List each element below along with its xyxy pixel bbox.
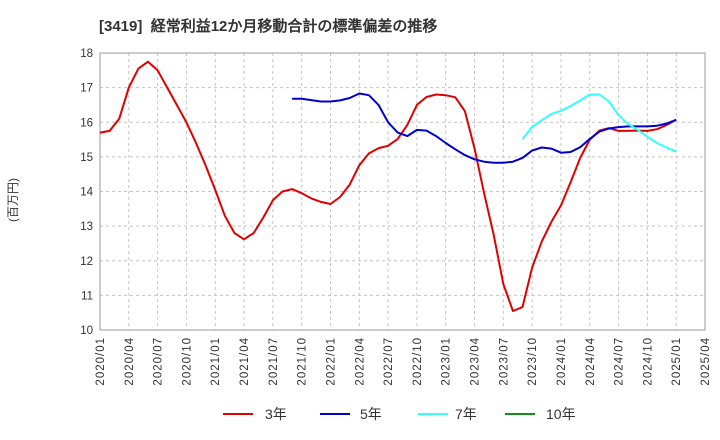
legend-label-7-year: 7年 [455,406,477,422]
series-line-7-year [521,93,677,153]
x-tick-label: 2023/04 [470,337,482,386]
x-tick-label: 2023/10 [527,337,539,386]
x-tick-label: 2020/04 [124,337,136,386]
plot-frame [99,52,706,331]
y-tick-label: 14 [80,187,93,199]
x-tick-label: 2021/07 [268,337,280,386]
x-tick-label: 2021/04 [239,337,251,386]
x-tick-label: 2021/10 [297,337,309,386]
x-tick-label: 2024/10 [642,337,654,386]
x-tick-label: 2021/01 [210,337,222,386]
x-tick-label: 2022/04 [354,337,366,386]
x-tick-label: 2020/07 [153,337,165,386]
x-tick-label: 2023/01 [441,337,453,386]
x-tick-label: 2024/01 [556,337,568,386]
series-line-5-year [292,92,677,164]
series-lines [99,60,677,312]
series-line-3-year [99,60,677,312]
y-tick-label: 13 [80,221,93,233]
y-tick-label: 17 [80,83,93,95]
legend: 3年 5年 7年 10年 [223,406,576,422]
y-tick-label: 15 [80,152,93,164]
tick-labels: 10 11 12 13 14 15 16 17 18 2020/01 2020/04 2020/07 2… [80,48,712,386]
x-tick-label: 2022/01 [326,337,338,386]
y-tick-label: 12 [80,256,93,268]
chart-title: [3419] 経常利益12か月移動合計の標準偏差の推移 [99,17,437,35]
gridlines [100,53,705,330]
legend-label-3-year: 3年 [265,406,287,422]
x-tick-label: 2022/07 [383,337,395,386]
x-tick-label: 2025/01 [671,337,683,386]
x-tick-label: 2024/04 [585,337,597,386]
legend-label-10-year: 10年 [546,406,576,422]
x-tick-label: 2020/01 [95,337,107,386]
x-tick-label: 2023/07 [498,337,510,386]
x-tick-label: 2022/10 [412,337,424,386]
x-tick-label: 2020/10 [181,337,193,386]
x-tick-label: 2024/07 [614,337,626,386]
y-tick-label: 10 [80,325,93,337]
x-tick-label: 2025/04 [700,337,712,386]
y-tick-label: 16 [80,117,93,129]
legend-label-5-year: 5年 [360,406,382,422]
y-tick-label: 11 [81,290,93,302]
y-axis-label: (百万円) [6,178,20,222]
y-tick-label: 18 [80,48,93,60]
